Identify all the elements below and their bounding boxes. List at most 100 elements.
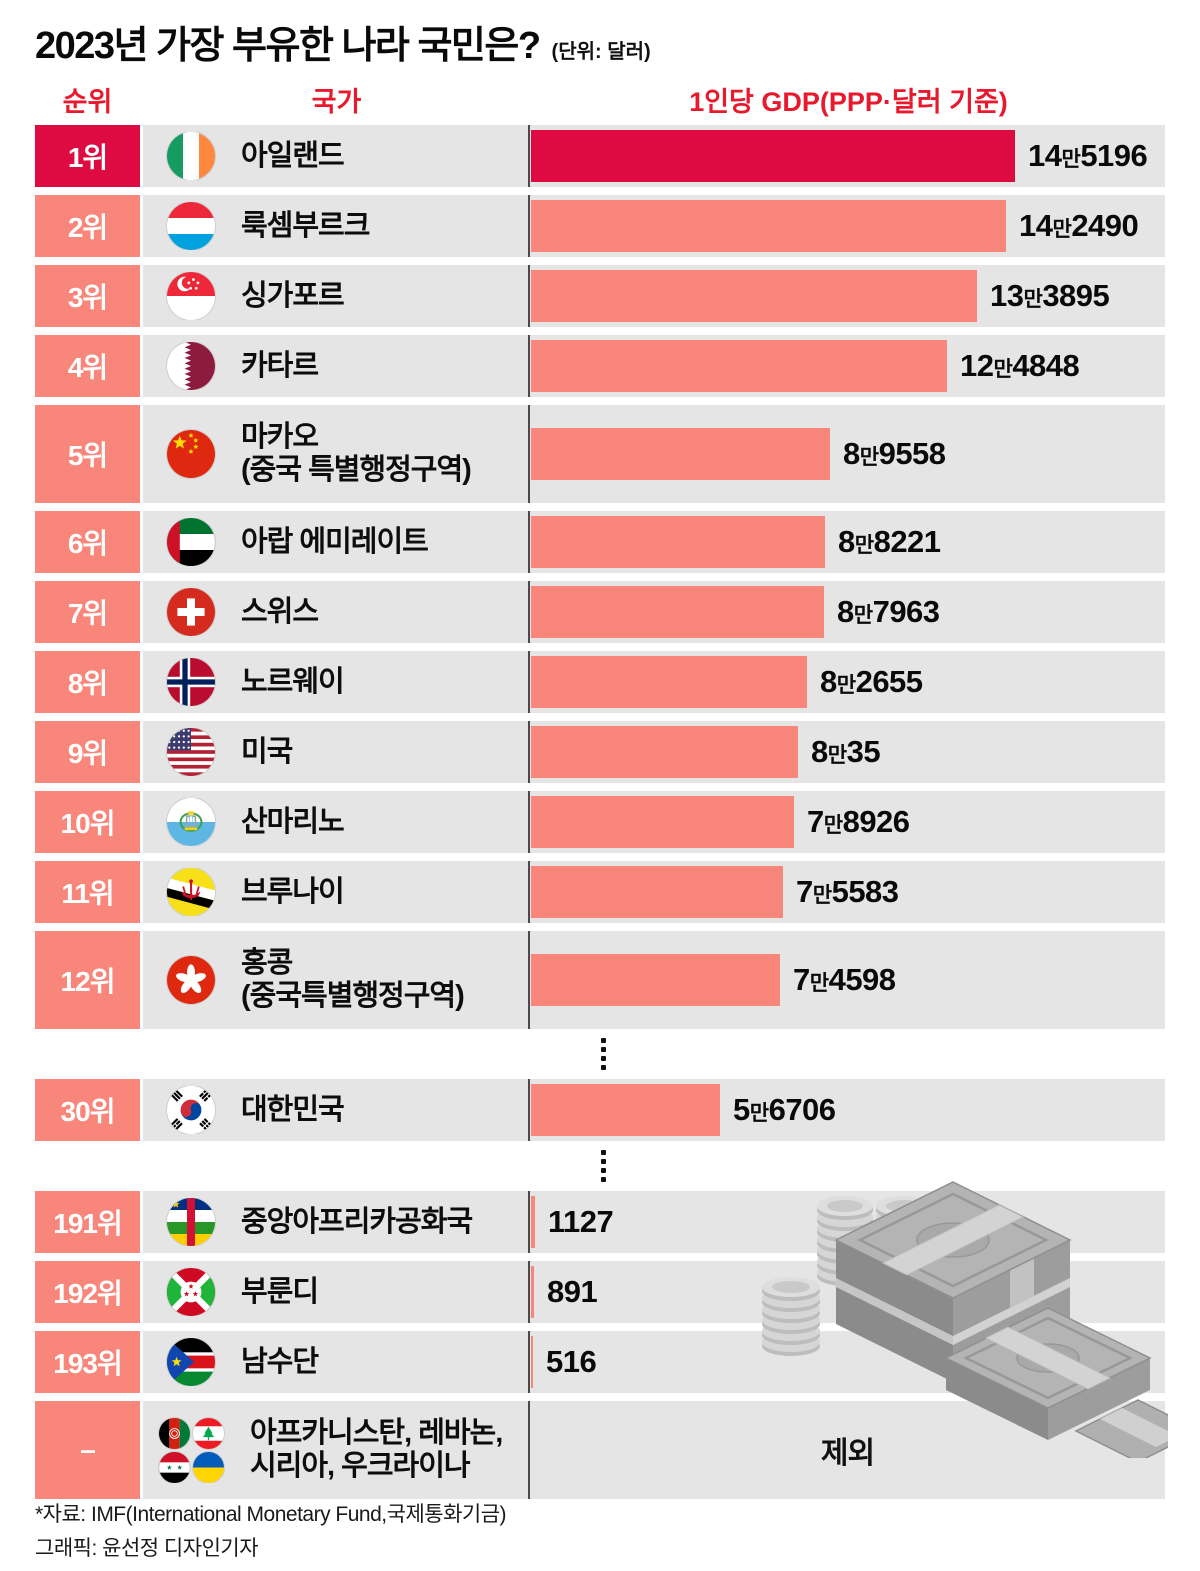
gdp-value: 12만4848 <box>960 348 1080 383</box>
country-cell: 아랍 에미레이트 <box>143 518 528 566</box>
gdp-value: 8만35 <box>811 734 881 769</box>
flag-afghanistan-icon <box>159 1417 190 1449</box>
vertical-ellipsis-icon <box>601 1150 606 1182</box>
gdp-value: 14만2490 <box>1019 208 1139 243</box>
column-divider-line <box>528 1331 530 1393</box>
gdp-bar <box>531 1196 535 1248</box>
gdp-bar <box>531 1336 533 1388</box>
rank-badge: – <box>35 1401 140 1499</box>
row-body: 아일랜드 14만5196 <box>143 125 1165 187</box>
flag-south-sudan-icon <box>167 1338 215 1386</box>
country-cell: 노르웨이 <box>143 658 528 706</box>
rank-badge: 5위 <box>35 405 140 503</box>
flag-brunei-icon <box>167 868 215 916</box>
table-row: 192위 부룬디 891 <box>35 1261 1165 1323</box>
gdp-bar-zone: 1127 <box>530 1191 1165 1253</box>
country-cell: 브루나이 <box>143 868 528 916</box>
gdp-bar-zone: 7만5583 <box>530 861 1165 923</box>
column-divider-line <box>528 721 530 783</box>
flag-china-icon <box>167 430 215 478</box>
gdp-bar-zone: 8만2655 <box>530 651 1165 713</box>
gdp-value: 7만5583 <box>796 874 899 909</box>
column-header-gdp: 1인당 GDP(PPP·달러 기준) <box>689 87 1008 117</box>
country-name: 남수단 <box>241 1345 319 1378</box>
flag-south-korea-icon <box>167 1086 215 1134</box>
country-name: 스위스 <box>241 595 319 628</box>
country-name: 카타르 <box>241 349 319 382</box>
gdp-value: 13만3895 <box>990 278 1110 313</box>
row-body: 미국 8만35 <box>143 721 1165 783</box>
gdp-bar <box>531 270 977 322</box>
gdp-bar-zone: 14만5196 <box>530 125 1165 187</box>
country-cell: 홍콩 (중국특별행정구역) <box>143 947 528 1013</box>
country-cell: 산마리노 <box>143 798 528 846</box>
gdp-value: 8만8221 <box>838 524 941 559</box>
gdp-bar <box>531 1084 720 1136</box>
country-name: 중앙아프리카공화국 <box>241 1205 473 1238</box>
table-row: 30위 대한민국 5만6706 <box>35 1079 1165 1141</box>
rank-gap-separator <box>35 1037 1165 1071</box>
gdp-bar-zone: 8만7963 <box>530 581 1165 643</box>
table-row: 6위 아랍 에미레이트 8만8221 <box>35 511 1165 573</box>
column-divider-line <box>528 195 530 257</box>
column-divider-line <box>528 861 530 923</box>
table-row: 9위 미국 8만35 <box>35 721 1165 783</box>
gdp-bar-zone: 12만4848 <box>530 335 1165 397</box>
rank-badge: 193위 <box>35 1331 140 1393</box>
country-cell: 마카오 (중국 특별행정구역) <box>143 421 528 487</box>
table-row: 8위 노르웨이 8만2655 <box>35 651 1165 713</box>
flag-ireland-icon <box>167 132 215 180</box>
column-header-rank: 순위 <box>62 87 113 117</box>
gdp-bar <box>531 586 824 638</box>
row-body: 카타르 12만4848 <box>143 335 1165 397</box>
rank-badge: 7위 <box>35 581 140 643</box>
country-cell: 룩셈부르크 <box>143 202 528 250</box>
credit-note: 그래픽: 윤선정 디자인기자 <box>35 1536 259 1560</box>
rank-badge: 9위 <box>35 721 140 783</box>
gdp-bar <box>531 726 798 778</box>
rank-badge: 6위 <box>35 511 140 573</box>
country-cell: 미국 <box>143 728 528 776</box>
country-cell: 싱가포르 <box>143 272 528 320</box>
column-divider-line <box>528 511 530 573</box>
country-name: 노르웨이 <box>241 665 345 698</box>
table-row: 12위 홍콩 (중국특별행정구역) 7만4598 <box>35 931 1165 1029</box>
rank-badge: 11위 <box>35 861 140 923</box>
column-divider-line <box>528 335 530 397</box>
row-body: 산마리노 7만8926 <box>143 791 1165 853</box>
flag-luxembourg-icon <box>167 202 215 250</box>
rank-badge: 30위 <box>35 1079 140 1141</box>
source-note: *자료: IMF(International Monetary Fund,국제통… <box>35 1503 507 1526</box>
gdp-value: 516 <box>546 1344 597 1379</box>
row-body: 남수단 516 <box>143 1331 1165 1393</box>
country-cell: 대한민국 <box>143 1086 528 1134</box>
page-title: 2023년 가장 부유한 나라 국민은? <box>35 25 541 67</box>
country-name: 아랍 에미레이트 <box>241 525 429 558</box>
country-name: 아일랜드 <box>241 139 345 172</box>
country-name: 산마리노 <box>241 805 345 838</box>
excluded-flags-grid <box>159 1417 224 1483</box>
column-divider-line <box>528 931 530 1029</box>
flag-qatar-icon <box>167 342 215 390</box>
gdp-bar-zone: 5만6706 <box>530 1079 1165 1141</box>
country-name: 부룬디 <box>241 1275 319 1308</box>
table-row: 2위 룩셈부르크 14만2490 <box>35 195 1165 257</box>
flag-ukraine-icon <box>193 1451 224 1483</box>
row-body: 부룬디 891 <box>143 1261 1165 1323</box>
country-cell: 중앙아프리카공화국 <box>143 1198 528 1246</box>
country-name: 룩셈부르크 <box>241 209 370 242</box>
table-row: 1위 아일랜드 14만5196 <box>35 125 1165 187</box>
gdp-bar <box>531 428 830 480</box>
flag-norway-icon <box>167 658 215 706</box>
unit-note: (단위: 달러) <box>551 41 651 63</box>
gdp-bar <box>531 130 1015 182</box>
gdp-value: 891 <box>547 1274 598 1309</box>
gdp-bar-zone: 516 <box>530 1331 1165 1393</box>
gdp-bar-zone: 제외 <box>530 1401 1165 1499</box>
country-name: 아프카니스탄, 레바논, 시리아, 우크라이나 <box>250 1417 503 1482</box>
table-row: 193위 남수단 516 <box>35 1331 1165 1393</box>
column-divider-line <box>528 581 530 643</box>
rank-badge: 191위 <box>35 1191 140 1253</box>
flag-switzerland-icon <box>167 588 215 636</box>
table-row: 11위 브루나이 7만5583 <box>35 861 1165 923</box>
